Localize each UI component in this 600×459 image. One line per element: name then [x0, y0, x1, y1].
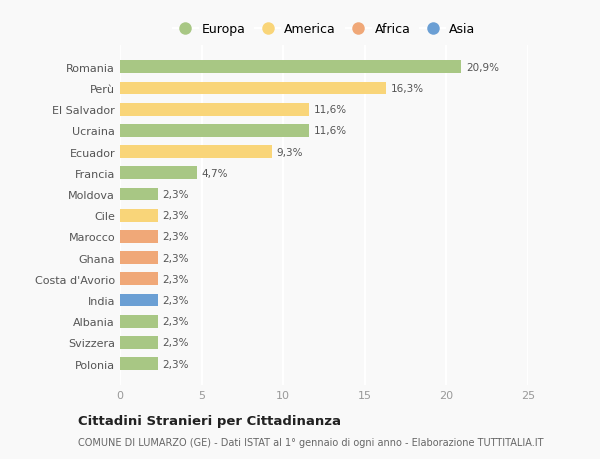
Text: 11,6%: 11,6%: [314, 126, 347, 136]
Text: 2,3%: 2,3%: [163, 190, 189, 200]
Text: 2,3%: 2,3%: [163, 274, 189, 284]
Bar: [120, 358, 158, 370]
Text: 2,3%: 2,3%: [163, 338, 189, 347]
Bar: [120, 188, 158, 201]
Text: 20,9%: 20,9%: [466, 63, 499, 73]
Bar: [120, 104, 310, 116]
Text: 4,7%: 4,7%: [202, 168, 228, 179]
Bar: [120, 273, 158, 285]
Text: 2,3%: 2,3%: [163, 295, 189, 305]
Bar: [120, 83, 386, 95]
Bar: [120, 315, 158, 328]
Text: 2,3%: 2,3%: [163, 211, 189, 221]
Bar: [120, 252, 158, 264]
Legend: Europa, America, Africa, Asia: Europa, America, Africa, Asia: [173, 23, 475, 36]
Text: 2,3%: 2,3%: [163, 317, 189, 326]
Text: COMUNE DI LUMARZO (GE) - Dati ISTAT al 1° gennaio di ogni anno - Elaborazione TU: COMUNE DI LUMARZO (GE) - Dati ISTAT al 1…: [78, 437, 544, 447]
Bar: [120, 62, 461, 74]
Text: 2,3%: 2,3%: [163, 232, 189, 242]
Bar: [120, 336, 158, 349]
Bar: [120, 125, 310, 138]
Bar: [120, 146, 272, 159]
Text: 9,3%: 9,3%: [277, 147, 303, 157]
Text: Cittadini Stranieri per Cittadinanza: Cittadini Stranieri per Cittadinanza: [78, 414, 341, 428]
Bar: [120, 209, 158, 222]
Text: 2,3%: 2,3%: [163, 359, 189, 369]
Text: 11,6%: 11,6%: [314, 105, 347, 115]
Text: 2,3%: 2,3%: [163, 253, 189, 263]
Bar: [120, 294, 158, 307]
Bar: [120, 167, 197, 180]
Text: 16,3%: 16,3%: [391, 84, 424, 94]
Bar: [120, 230, 158, 243]
